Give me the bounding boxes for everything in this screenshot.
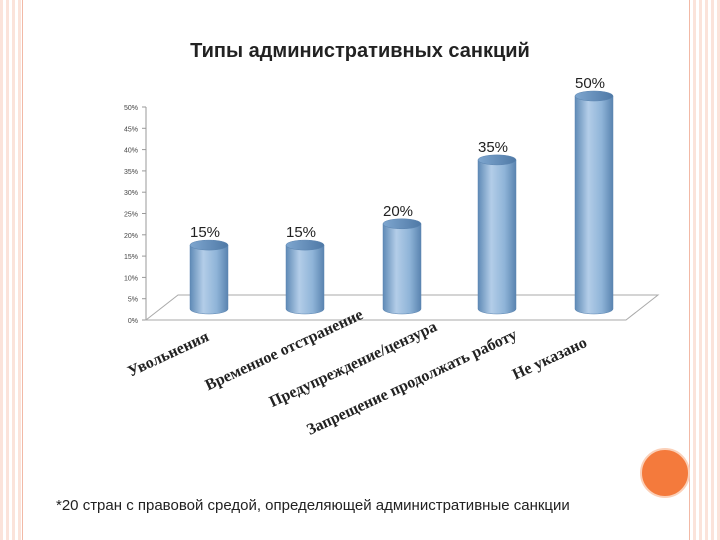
data-label: 20% <box>383 203 413 220</box>
bar <box>285 244 325 315</box>
y-tick-label: 35% <box>124 169 138 176</box>
y-tick-label: 10% <box>124 275 138 282</box>
data-label: 50% <box>575 75 605 92</box>
orange-circle-decoration <box>640 448 690 498</box>
x-category-label: Не указано <box>510 334 590 383</box>
y-tick-label: 45% <box>124 126 138 133</box>
y-tick-label: 0% <box>128 318 138 325</box>
bar-top <box>382 218 422 230</box>
data-label: 15% <box>286 224 316 241</box>
bar <box>189 244 229 315</box>
y-tick-label: 5% <box>128 297 138 304</box>
y-tick-label: 40% <box>124 148 138 155</box>
data-label: 35% <box>478 139 508 156</box>
bar-top <box>285 239 325 251</box>
chart-title: Типы административных санкций <box>190 40 530 62</box>
y-tick-label: 50% <box>124 105 138 112</box>
data-label: 15% <box>190 224 220 241</box>
x-category-label: Увольнения <box>125 328 212 381</box>
footnote: *20 стран с правовой средой, определяюще… <box>56 497 570 514</box>
x-category-label: Предупреждение/цензура <box>267 318 440 411</box>
y-tick-label: 15% <box>124 254 138 261</box>
bar-top <box>477 154 517 166</box>
bar <box>382 223 422 315</box>
bar-top <box>574 90 614 102</box>
y-tick-label: 20% <box>124 233 138 240</box>
y-tick-label: 30% <box>124 190 138 197</box>
y-tick-label: 25% <box>124 212 138 219</box>
bar-top <box>189 239 229 251</box>
left-decorative-border <box>0 0 23 540</box>
right-decorative-border <box>689 0 720 540</box>
bar <box>477 159 517 315</box>
bar <box>574 95 614 315</box>
